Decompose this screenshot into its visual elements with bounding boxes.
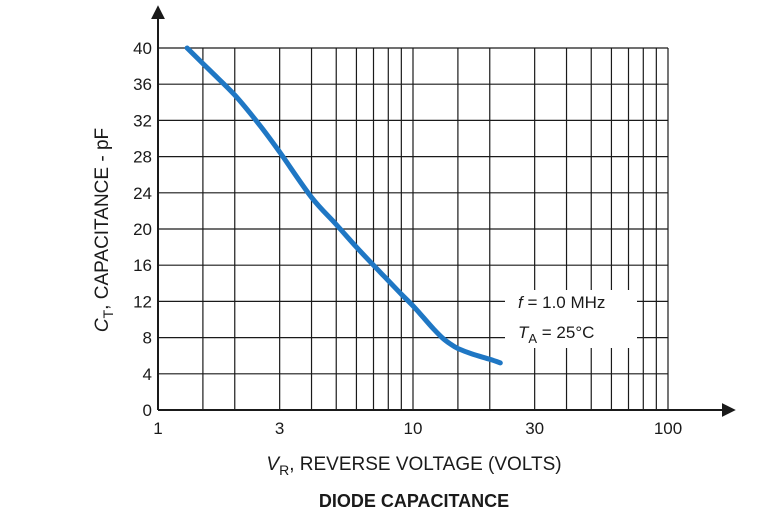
x-tick-label: 100 [654,419,682,438]
capacitance-curve [184,45,503,366]
x-axis-label: VR, REVERSE VOLTAGE (VOLTS) [266,454,561,478]
y-tick-label: 24 [133,184,152,203]
x-tick-label: 1 [153,419,162,438]
y-tick-label: 12 [133,292,152,311]
y-tick-label: 4 [143,365,152,384]
temperature-annotation: TA = 25°C [518,323,594,346]
y-tick-label: 36 [133,75,152,94]
grid-lines [158,47,669,410]
y-tick-label: 20 [133,220,152,239]
x-tick-label: 10 [404,419,423,438]
x-tick-label: 3 [275,419,284,438]
y-tick-label: 0 [143,401,152,420]
chart-title: DIODE CAPACITANCE [319,491,509,511]
conditions-annotation: f = 1.0 MHz TA = 25°C [505,290,637,348]
y-tick-label: 40 [133,39,152,58]
x-tick-label: 30 [525,419,544,438]
y-axis-label: CT, CAPACITANCE - pF [92,128,116,332]
y-tick-label: 28 [133,148,152,167]
data-series [184,45,503,366]
tick-labels: 0 4 8 12 16 20 24 28 32 36 40 1 3 10 30 100 [133,39,682,438]
y-tick-label: 32 [133,111,152,130]
frequency-annotation: f = 1.0 MHz [518,293,605,312]
annotation-background [505,290,637,348]
axes [151,5,736,417]
y-tick-label: 16 [133,256,152,275]
y-tick-label: 8 [143,329,152,348]
